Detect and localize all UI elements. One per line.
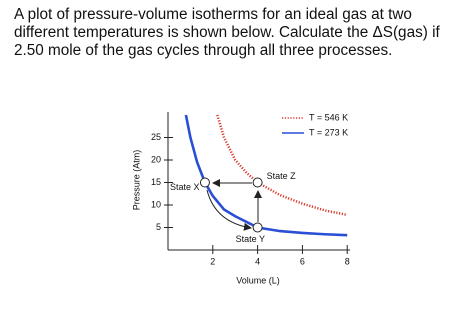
x-tick-label: 8 (345, 256, 350, 266)
state-point (252, 177, 263, 188)
legend-label: T = 546 K (309, 112, 348, 122)
legend-label: T = 273 K (309, 127, 348, 137)
state-label: State Z (267, 171, 297, 181)
state-point (252, 222, 263, 233)
x-axis-label: Volume (L) (236, 275, 280, 285)
y-tick-label: 25 (151, 132, 161, 142)
isotherm-line (184, 114, 348, 237)
y-axis-label: Pressure (Atm) (131, 150, 141, 211)
arrow-x-to-y (206, 189, 252, 231)
y-tick-label: 15 (151, 177, 161, 187)
isotherm-line (216, 114, 348, 217)
state-point (199, 177, 210, 188)
y-tick-label: 10 (151, 199, 161, 209)
x-tick-label: 6 (300, 256, 305, 266)
state-label: State X (170, 182, 200, 192)
y-tick-label: 20 (151, 154, 161, 164)
state-label: State Y (236, 234, 265, 244)
question-text: A plot of pressure-volume isotherms for … (14, 6, 440, 59)
x-tick-label: 2 (210, 256, 215, 266)
x-tick-label: 4 (255, 256, 260, 266)
y-tick-label: 5 (156, 222, 161, 232)
